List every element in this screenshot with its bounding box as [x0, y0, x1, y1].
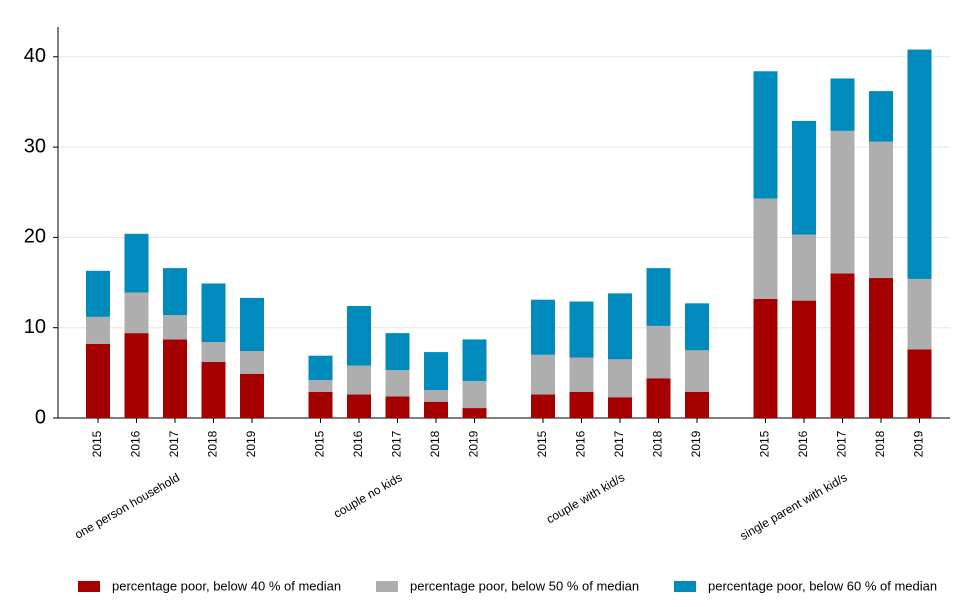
bar-segment — [531, 354, 555, 395]
x-tick-label: 2019 — [689, 430, 703, 457]
bar-segment — [347, 306, 371, 366]
bar-segment — [385, 333, 410, 371]
bar-segment — [462, 408, 487, 418]
group-label: single parent with kid/s — [737, 470, 849, 543]
bar-segment — [685, 391, 709, 418]
bar-segment — [531, 394, 555, 418]
x-tick-label: 2017 — [612, 430, 626, 457]
bar-segment — [753, 71, 778, 199]
bar-segment — [685, 350, 709, 392]
x-tick-label: 2016 — [574, 430, 588, 457]
bar-segment — [792, 120, 816, 235]
legend-swatch — [78, 581, 100, 592]
bar-segment — [86, 316, 110, 344]
y-tick-label: 0 — [35, 406, 46, 428]
bar-segment — [347, 394, 371, 418]
bar-segment — [869, 278, 893, 418]
x-tick-label: 2017 — [835, 430, 849, 457]
x-tick-label: 2017 — [167, 430, 181, 457]
bar-segment — [240, 373, 264, 418]
x-tick-label: 2019 — [467, 430, 481, 457]
x-tick-label: 2018 — [428, 430, 442, 457]
legend-swatch — [376, 581, 398, 592]
bar-segment — [86, 343, 110, 418]
bar-segment — [830, 130, 855, 274]
bar-segment — [163, 268, 187, 316]
bar-segment — [907, 278, 932, 350]
bar-segment — [385, 396, 410, 418]
bar-segment — [163, 339, 187, 418]
bar-segment — [424, 390, 448, 402]
x-tick-label: 2019 — [244, 430, 258, 457]
bar-segment — [308, 355, 333, 381]
y-tick-label: 20 — [24, 226, 46, 248]
bar-segment — [792, 300, 816, 418]
bar-segment — [608, 397, 632, 418]
y-tick-label: 30 — [24, 135, 46, 157]
bar-segment — [308, 380, 333, 392]
bar-segment — [685, 303, 709, 351]
legend-label: percentage poor, below 40 % of median — [112, 578, 341, 593]
bar-segment — [201, 283, 226, 343]
bar-segment — [424, 352, 448, 391]
legend-label: percentage poor, below 60 % of median — [708, 578, 937, 593]
bar-segment — [569, 301, 594, 358]
x-tick-label: 2019 — [912, 430, 926, 457]
x-tick-label: 2015 — [535, 430, 549, 457]
x-tick-label: 2016 — [796, 430, 810, 457]
bar-segment — [830, 273, 855, 418]
bar-segment — [907, 49, 932, 279]
bar-segment — [646, 325, 671, 379]
x-tick-label: 2016 — [351, 430, 365, 457]
bar-segment — [830, 78, 855, 131]
group-label: couple with kid/s — [544, 470, 627, 526]
bar-segment — [608, 359, 632, 398]
bar-segment — [163, 315, 187, 340]
x-tick-label: 2018 — [873, 430, 887, 457]
bar-segment — [462, 339, 487, 381]
bar-segment — [385, 370, 410, 397]
x-tick-label: 2017 — [390, 430, 404, 457]
bar-segment — [792, 234, 816, 301]
y-tick-label: 40 — [24, 45, 46, 67]
x-tick-label: 2018 — [206, 430, 220, 457]
bar-segment — [869, 91, 893, 142]
x-tick-label: 2015 — [313, 430, 327, 457]
x-tick-label: 2015 — [758, 430, 772, 457]
bar-segment — [753, 298, 778, 418]
group-label: one person household — [72, 470, 182, 542]
bar-segment — [608, 293, 632, 360]
bar-segment — [569, 391, 594, 418]
bar-segment — [569, 357, 594, 392]
bar-segment — [424, 401, 448, 418]
bar-segment — [347, 365, 371, 395]
bar-segment — [646, 378, 671, 418]
bar-segment — [124, 292, 149, 334]
legend-label: percentage poor, below 50 % of median — [410, 578, 639, 593]
x-tick-label: 2018 — [651, 430, 665, 457]
bar-segment — [86, 270, 110, 317]
bar-segment — [201, 342, 226, 363]
bar-segment — [462, 380, 487, 409]
legend-swatch — [674, 581, 696, 592]
bar-segment — [531, 299, 555, 355]
bar-segment — [240, 351, 264, 374]
bar-segment — [308, 391, 333, 418]
bar-segment — [240, 297, 264, 352]
bar-segment — [646, 268, 671, 326]
group-label: couple no kids — [331, 470, 404, 520]
bar-segment — [124, 233, 149, 293]
x-tick-label: 2015 — [90, 430, 104, 457]
bar-segment — [869, 141, 893, 279]
bar-segment — [907, 349, 932, 418]
x-tick-label: 2016 — [129, 430, 143, 457]
y-tick-label: 10 — [24, 316, 46, 338]
bar-segment — [753, 198, 778, 299]
bar-segment — [201, 362, 226, 418]
bar-segment — [124, 333, 149, 418]
